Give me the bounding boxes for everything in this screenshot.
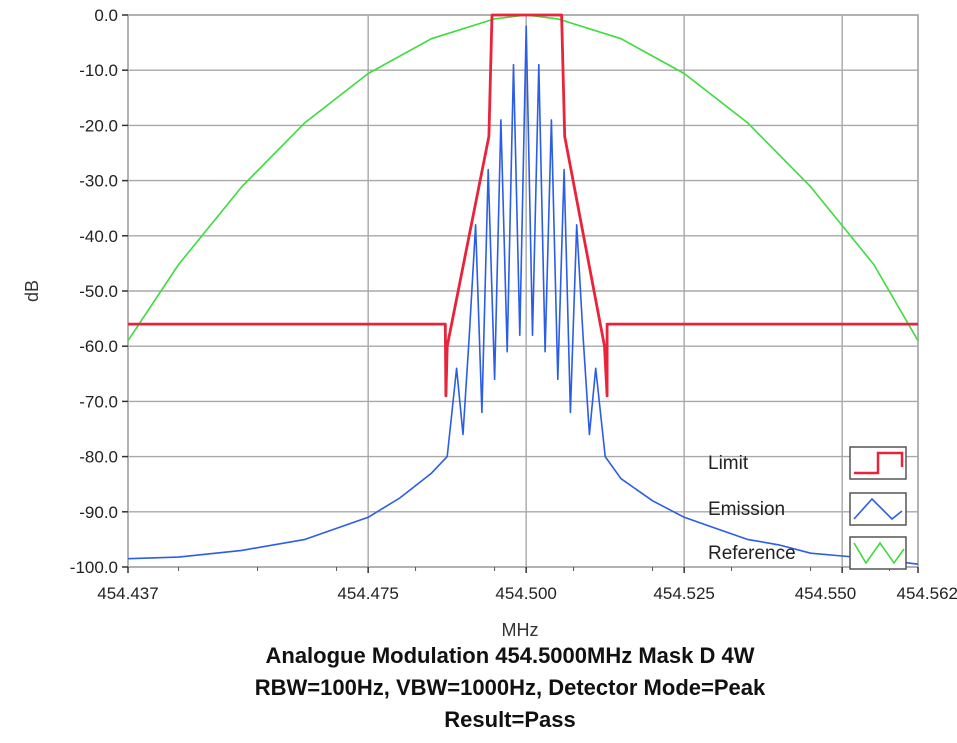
y-tick-label: -80.0 xyxy=(79,448,118,467)
caption-line-3: Result=Pass xyxy=(444,707,576,732)
x-tick-label: 454.475 xyxy=(337,584,398,603)
x-tick-label: 454.525 xyxy=(653,584,714,603)
x-tick-label: 454.562 xyxy=(897,584,957,603)
x-tick-label: 454.437 xyxy=(97,584,158,603)
y-axis-label: dB xyxy=(22,280,42,302)
caption-line-1: Analogue Modulation 454.5000MHz Mask D 4… xyxy=(265,643,755,668)
series-limit-line xyxy=(128,13,918,398)
grid-layer xyxy=(127,14,919,568)
legend-label-reference: Reference xyxy=(708,543,796,564)
y-tick-label: -70.0 xyxy=(79,392,118,411)
y-tick-label: -100.0 xyxy=(70,558,118,577)
legend-swatch-box xyxy=(849,536,907,570)
legend: Limit Emission Reference xyxy=(708,446,907,570)
y-tick-label: -60.0 xyxy=(79,337,118,356)
legend-label-emission: Emission xyxy=(708,499,785,520)
legend-swatch-emission xyxy=(853,497,903,521)
y-tick-label: -30.0 xyxy=(79,172,118,191)
series-layer xyxy=(127,13,919,565)
y-tick-label: -10.0 xyxy=(79,61,118,80)
legend-swatch-box xyxy=(849,492,907,526)
x-tick-label: 454.500 xyxy=(495,584,556,603)
y-tick-label: -20.0 xyxy=(79,116,118,135)
y-tick-label: -50.0 xyxy=(79,282,118,301)
spectrum-chart: 0.0 -10.0 -20.0 -30.0 -40.0 -50.0 -60.0 -70.0 -8… xyxy=(22,6,957,640)
caption-line-2: RBW=100Hz, VBW=1000Hz, Detector Mode=Pea… xyxy=(254,675,766,700)
legend-swatch-limit xyxy=(854,451,904,475)
legend-label-limit: Limit xyxy=(708,453,749,474)
legend-swatch-reference xyxy=(853,541,905,565)
y-tick-label: -90.0 xyxy=(79,503,118,522)
series-emission-line xyxy=(127,25,919,565)
ticks-layer: 0.0 -10.0 -20.0 -30.0 -40.0 -50.0 -60.0 -70.0 -8… xyxy=(70,6,957,603)
y-tick-label: -40.0 xyxy=(79,227,118,246)
x-axis-label: MHz xyxy=(502,620,539,640)
x-tick-label: 454.550 xyxy=(795,584,856,603)
y-tick-label: 0.0 xyxy=(94,6,118,25)
